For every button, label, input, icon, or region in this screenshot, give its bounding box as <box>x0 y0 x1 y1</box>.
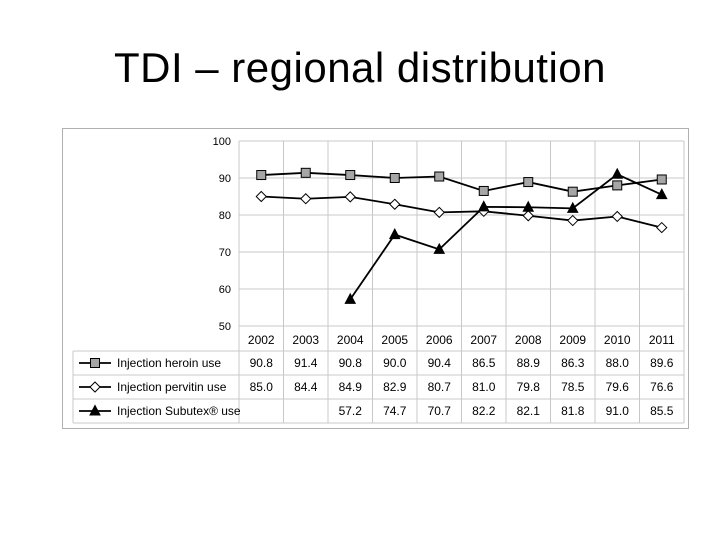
legend-marker-injection-subutex-use <box>89 404 101 416</box>
x-tick-label: 2004 <box>337 333 364 347</box>
data-point-injection-pervitin-use <box>611 210 623 223</box>
series-line-injection-pervitin-use <box>261 195 662 229</box>
legend-label-injection-pervitin-use: Injection pervitin use <box>117 380 227 394</box>
data-point-injection-pervitin-use <box>433 206 445 219</box>
data-point-injection-pervitin-use <box>522 210 534 222</box>
y-tick-label: 80 <box>219 210 231 222</box>
y-tick-label: 70 <box>219 247 231 259</box>
data-label: 82.2 <box>472 404 496 418</box>
series-line-injection-heroin-use <box>261 171 662 193</box>
data-label: 82.1 <box>517 404 541 418</box>
x-tick-label: 2006 <box>426 333 453 347</box>
legend-label-injection-heroin-use: Injection heroin use <box>117 356 221 370</box>
data-label: 86.5 <box>472 356 496 370</box>
data-point-injection-heroin-use <box>345 170 356 181</box>
data-label: 74.7 <box>383 404 407 418</box>
data-label: 88.9 <box>517 356 541 370</box>
data-label: 91.0 <box>606 404 630 418</box>
x-tick-label: 2011 <box>649 333 675 347</box>
x-tick-label: 2002 <box>248 333 275 347</box>
data-point-injection-heroin-use <box>434 171 445 182</box>
data-label: 90.4 <box>428 356 452 370</box>
data-label: 70.7 <box>428 404 452 418</box>
data-label: 79.8 <box>517 380 541 394</box>
data-point-injection-pervitin-use <box>567 214 579 227</box>
y-tick-label: 60 <box>219 284 231 296</box>
data-label: 81.8 <box>561 404 585 418</box>
data-point-injection-subutex-use <box>433 242 446 254</box>
data-label: 80.7 <box>428 380 452 394</box>
data-point-injection-heroin-use <box>523 177 534 188</box>
data-label: 81.0 <box>472 380 496 394</box>
x-tick-label: 2007 <box>470 333 497 347</box>
data-label: 84.9 <box>339 380 363 394</box>
data-label: 89.6 <box>650 356 674 370</box>
x-tick-label: 2003 <box>292 333 319 347</box>
data-label: 85.0 <box>250 380 274 394</box>
data-label: 57.2 <box>339 404 363 418</box>
x-tick-label: 2008 <box>515 333 542 347</box>
data-label: 84.4 <box>294 380 318 394</box>
data-point-injection-subutex-use <box>611 167 624 179</box>
data-point-injection-pervitin-use <box>389 198 401 210</box>
y-tick-label: 50 <box>219 321 231 333</box>
data-label: 82.9 <box>383 380 407 394</box>
data-label: 90.8 <box>339 356 363 370</box>
x-tick-label: 2010 <box>604 333 631 347</box>
data-label: 78.5 <box>561 380 585 394</box>
x-tick-label: 2005 <box>381 333 408 347</box>
data-point-injection-heroin-use <box>256 170 267 181</box>
series-line-injection-subutex-use <box>349 173 663 300</box>
data-point-injection-heroin-use <box>567 186 578 197</box>
data-point-injection-subutex-use <box>388 228 401 240</box>
data-label: 85.5 <box>650 404 674 418</box>
data-point-injection-pervitin-use <box>255 190 267 203</box>
data-point-injection-subutex-use <box>655 188 668 200</box>
data-label: 76.6 <box>650 380 674 394</box>
data-point-injection-pervitin-use <box>656 221 668 234</box>
data-point-injection-subutex-use <box>522 200 535 212</box>
data-point-injection-pervitin-use <box>300 193 312 205</box>
data-label: 90.0 <box>383 356 407 370</box>
data-point-injection-subutex-use <box>477 200 490 212</box>
y-tick-label: 90 <box>219 173 231 185</box>
data-point-injection-pervitin-use <box>344 191 356 203</box>
x-tick-label: 2009 <box>559 333 586 347</box>
legend-label-injection-subutex-use: Injection Subutex® use <box>117 404 241 418</box>
slide-title: TDI – regional distribution <box>113 44 607 91</box>
chart-frame: 50 60 70 80 90 100 2002 2003 2004 2005 2006 2007 200… <box>62 128 689 429</box>
data-point-injection-heroin-use <box>478 185 489 196</box>
data-label: 79.6 <box>606 380 630 394</box>
data-point-injection-heroin-use <box>300 167 311 178</box>
data-point-injection-heroin-use <box>656 174 667 185</box>
data-point-injection-heroin-use <box>389 173 400 183</box>
data-label: 86.3 <box>561 356 585 370</box>
data-label: 88.0 <box>606 356 630 370</box>
y-tick-label: 100 <box>213 136 231 148</box>
data-point-injection-heroin-use <box>612 180 623 191</box>
data-label: 90.8 <box>250 356 274 370</box>
data-point-injection-subutex-use <box>566 201 579 213</box>
data-label: 91.4 <box>294 356 318 370</box>
line-chart: 50 60 70 80 90 100 2002 2003 2004 2005 2006 2007 200… <box>72 136 685 424</box>
legend-marker-injection-heroin-use <box>90 358 100 368</box>
legend-marker-injection-pervitin-use <box>89 381 101 393</box>
data-point-injection-subutex-use <box>344 292 357 304</box>
